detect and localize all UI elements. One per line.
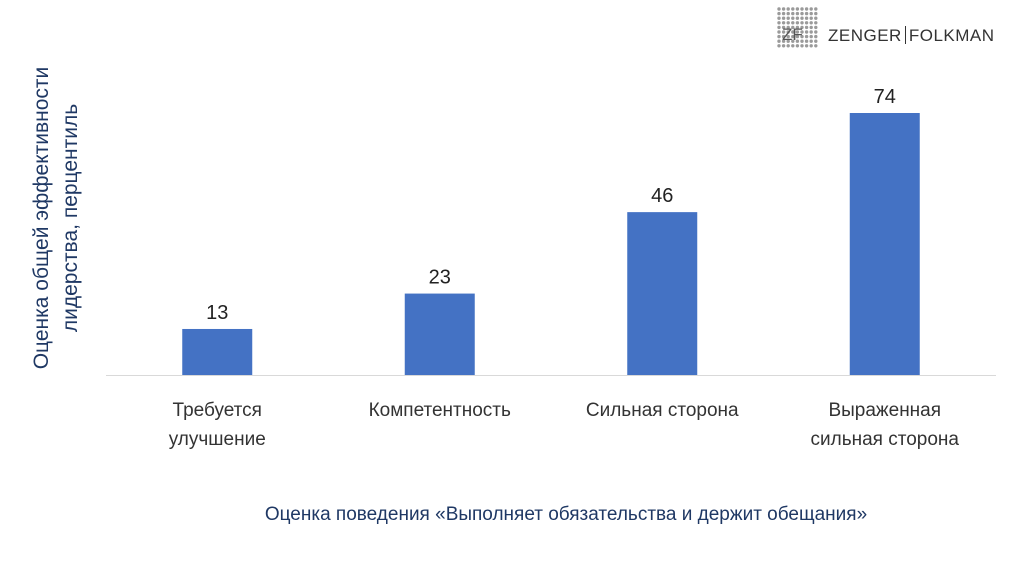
bar	[849, 113, 920, 375]
bar	[627, 212, 698, 375]
y-axis-title: Оценка общей эффективности лидерства, пер…	[30, 67, 82, 370]
bar	[404, 293, 475, 375]
x-tick-label: Требуется улучшение	[169, 400, 266, 450]
data-label: 23	[429, 267, 451, 289]
x-tick-label: Компетентность	[369, 400, 511, 421]
data-label: 13	[206, 302, 228, 324]
zenger-folkman-logo: ZF ZENGER FOLKMAN	[776, 6, 1024, 70]
x-tick-label: Выраженная сильная сторона	[811, 400, 960, 450]
dot-grid-logo-icon	[777, 7, 818, 48]
x-axis-title: Оценка поведения «Выполняет обязательств…	[265, 504, 867, 525]
logo-name-left: ZENGER	[828, 26, 902, 45]
logo-mark-text: ZF	[782, 25, 803, 44]
bar	[182, 328, 253, 375]
logo-name-right: FOLKMAN	[908, 26, 995, 45]
x-tick-label: Сильная сторона	[586, 400, 739, 421]
data-label: 74	[874, 86, 896, 108]
logo-divider	[904, 26, 906, 44]
logo-wordmark: ZENGER FOLKMAN	[828, 26, 995, 46]
data-label: 46	[651, 185, 673, 207]
